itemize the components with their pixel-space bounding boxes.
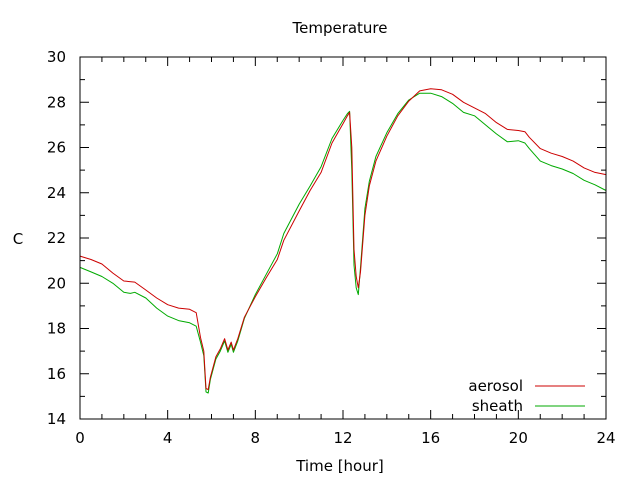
x-axis-label: Time [hour] (295, 457, 384, 475)
y-tick-label: 22 (47, 229, 66, 247)
y-tick-label: 20 (47, 274, 66, 292)
chart-title: Temperature (291, 19, 387, 37)
x-tick-label: 24 (596, 429, 615, 447)
legend: aerosol sheath (468, 377, 585, 415)
y-tick-label: 18 (47, 320, 66, 338)
y-tick-label: 14 (47, 410, 66, 428)
x-tick-label: 12 (333, 429, 352, 447)
x-tick-label: 8 (251, 429, 261, 447)
legend-label-aerosol: aerosol (468, 377, 523, 395)
y-tick-label: 16 (47, 365, 66, 383)
y-tick-label: 30 (47, 48, 66, 66)
series-layer (79, 88, 607, 394)
y-axis-label: C (13, 230, 23, 248)
y-tick-label: 28 (47, 93, 66, 111)
y-tick-label: 26 (47, 139, 66, 157)
axis-ticks: 0 4 8 12 16 20 24 14 16 18 20 22 24 26 28 30 (47, 48, 616, 447)
y-tick-label: 24 (47, 184, 66, 202)
series-line-aerosol (79, 88, 607, 391)
x-tick-label: 16 (421, 429, 440, 447)
x-tick-label: 0 (75, 429, 85, 447)
legend-label-sheath: sheath (472, 397, 523, 415)
series-line-sheath (79, 92, 607, 394)
plot-frame (79, 56, 607, 420)
x-tick-label: 20 (509, 429, 528, 447)
x-tick-label: 4 (163, 429, 173, 447)
